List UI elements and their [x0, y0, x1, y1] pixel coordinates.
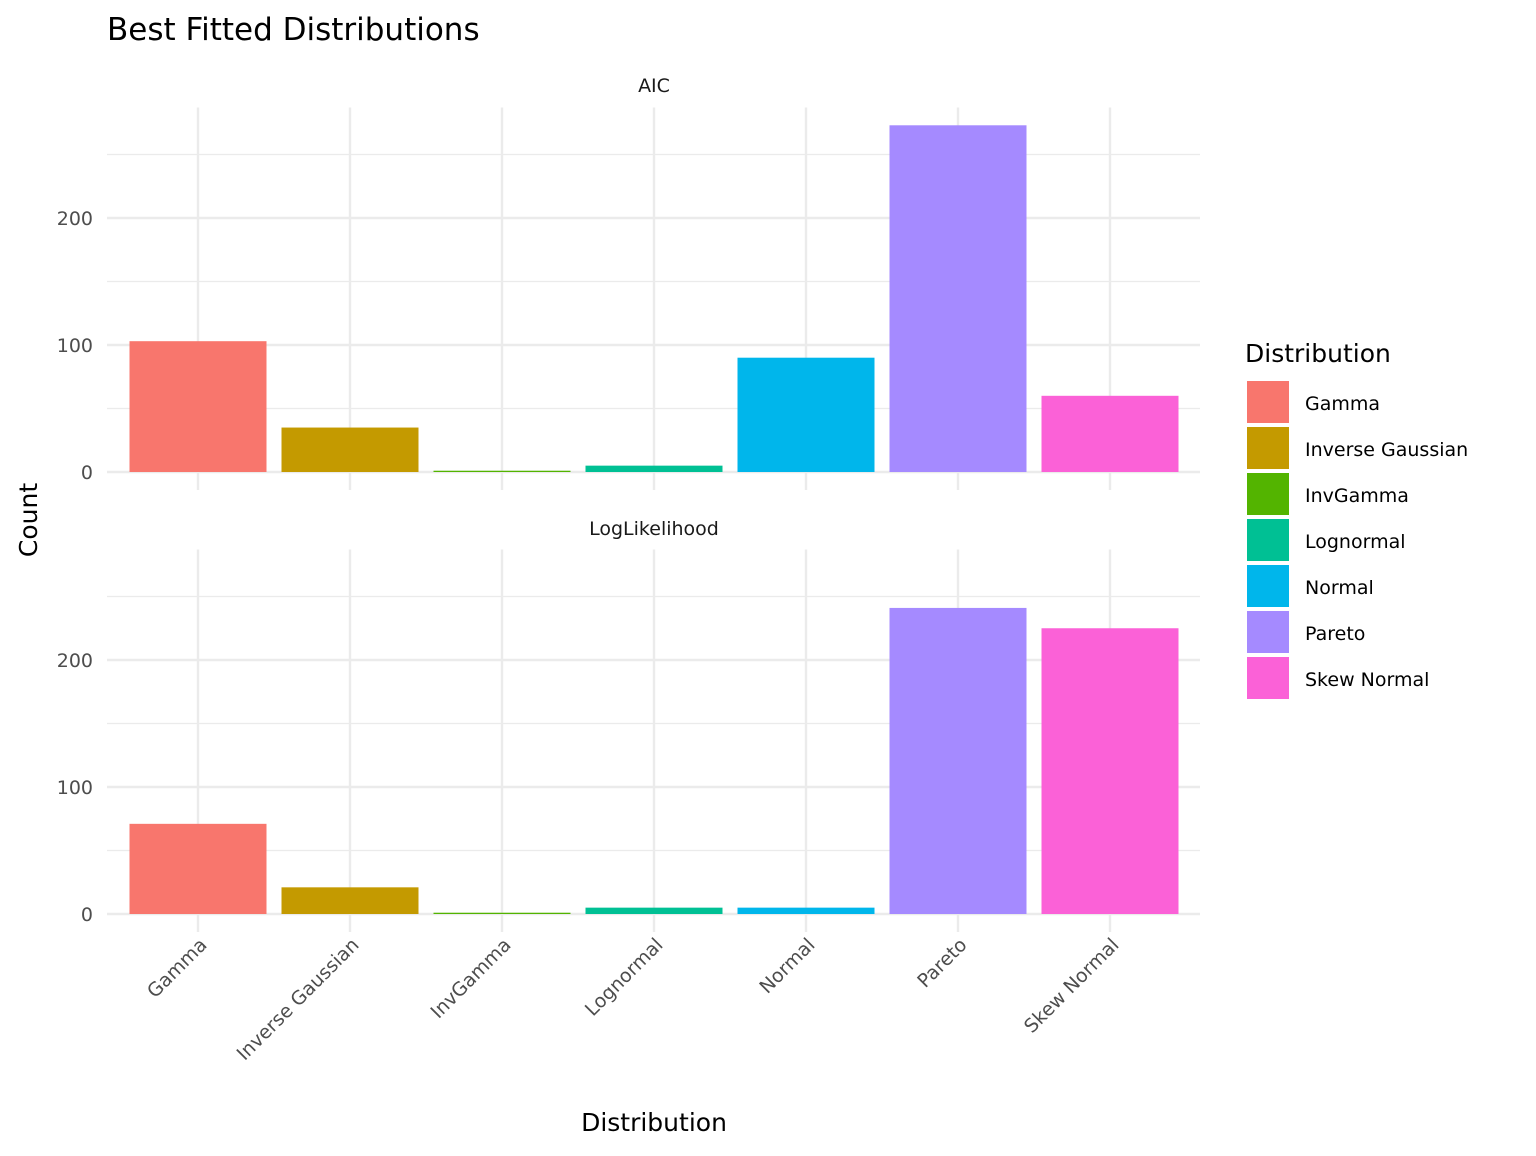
- bar-aic-inverse-gaussian: [281, 427, 419, 472]
- facet-panel-aic: 0 100 200 AIC: [57, 75, 1200, 490]
- legend-item: Normal: [1247, 565, 1374, 607]
- legend-label: Skew Normal: [1305, 669, 1429, 691]
- x-tick-label: InvGamma: [426, 934, 515, 1023]
- facet-strip-label: AIC: [638, 75, 670, 97]
- x-tick-label: Pareto: [913, 934, 971, 992]
- bar-loglikelihood-lognormal: [585, 907, 723, 914]
- chart-title: Best Fitted Distributions: [107, 12, 480, 48]
- bar-loglikelihood-inverse-gaussian: [281, 887, 419, 914]
- bar-aic-invgamma: [433, 470, 571, 472]
- y-tick-label: 100: [57, 335, 93, 357]
- y-tick-label: 200: [57, 650, 93, 672]
- bar-aic-normal: [737, 357, 875, 472]
- y-tick-label: 200: [57, 208, 93, 230]
- bar-aic-skew-normal: [1041, 395, 1179, 472]
- y-tick-label: 0: [81, 462, 93, 484]
- bar-loglikelihood-skew-normal: [1041, 628, 1179, 914]
- x-axis-label: Distribution: [581, 1108, 727, 1137]
- bar-aic-lognormal: [585, 465, 723, 472]
- facet-strip-label: LogLikelihood: [589, 518, 719, 540]
- legend-item: Inverse Gaussian: [1247, 427, 1468, 469]
- legend-swatch: [1247, 519, 1289, 561]
- y-tick-label: 0: [81, 904, 93, 926]
- x-tick-label: Inverse Gaussian: [233, 934, 364, 1065]
- facet-panel-loglikelihood: 0 100 200 LogLikelihood: [57, 518, 1200, 932]
- bar-loglikelihood-pareto: [889, 607, 1027, 914]
- legend-swatch: [1247, 657, 1289, 699]
- bar-aic-gamma: [129, 341, 267, 472]
- legend-label: Pareto: [1305, 623, 1365, 645]
- legend-label: InvGamma: [1305, 485, 1409, 507]
- legend-swatch: [1247, 611, 1289, 653]
- legend-label: Normal: [1305, 577, 1374, 599]
- legend-item: Pareto: [1247, 611, 1365, 653]
- legend-item: Skew Normal: [1247, 657, 1429, 699]
- legend-item: InvGamma: [1247, 473, 1409, 515]
- legend-swatch: [1247, 565, 1289, 607]
- legend-label: Inverse Gaussian: [1305, 439, 1468, 461]
- y-axis-label: Count: [14, 483, 43, 557]
- legend-label: Gamma: [1305, 393, 1380, 415]
- x-tick-label: Normal: [755, 934, 819, 998]
- legend-swatch: [1247, 381, 1289, 423]
- legend-item: Gamma: [1247, 381, 1380, 423]
- legend-swatch: [1247, 473, 1289, 515]
- bar-loglikelihood-invgamma: [433, 912, 571, 914]
- x-tick-label: Lognormal: [581, 934, 668, 1021]
- x-tick-label: Gamma: [143, 934, 212, 1003]
- x-tick-label: Skew Normal: [1020, 934, 1124, 1038]
- y-tick-label: 100: [57, 777, 93, 799]
- legend-title: Distribution: [1245, 339, 1391, 368]
- bar-aic-pareto: [889, 125, 1027, 472]
- bar-loglikelihood-gamma: [129, 823, 267, 914]
- legend-label: Lognormal: [1305, 531, 1406, 553]
- legend-item: Lognormal: [1247, 519, 1406, 561]
- legend-swatch: [1247, 427, 1289, 469]
- bar-loglikelihood-normal: [737, 907, 875, 914]
